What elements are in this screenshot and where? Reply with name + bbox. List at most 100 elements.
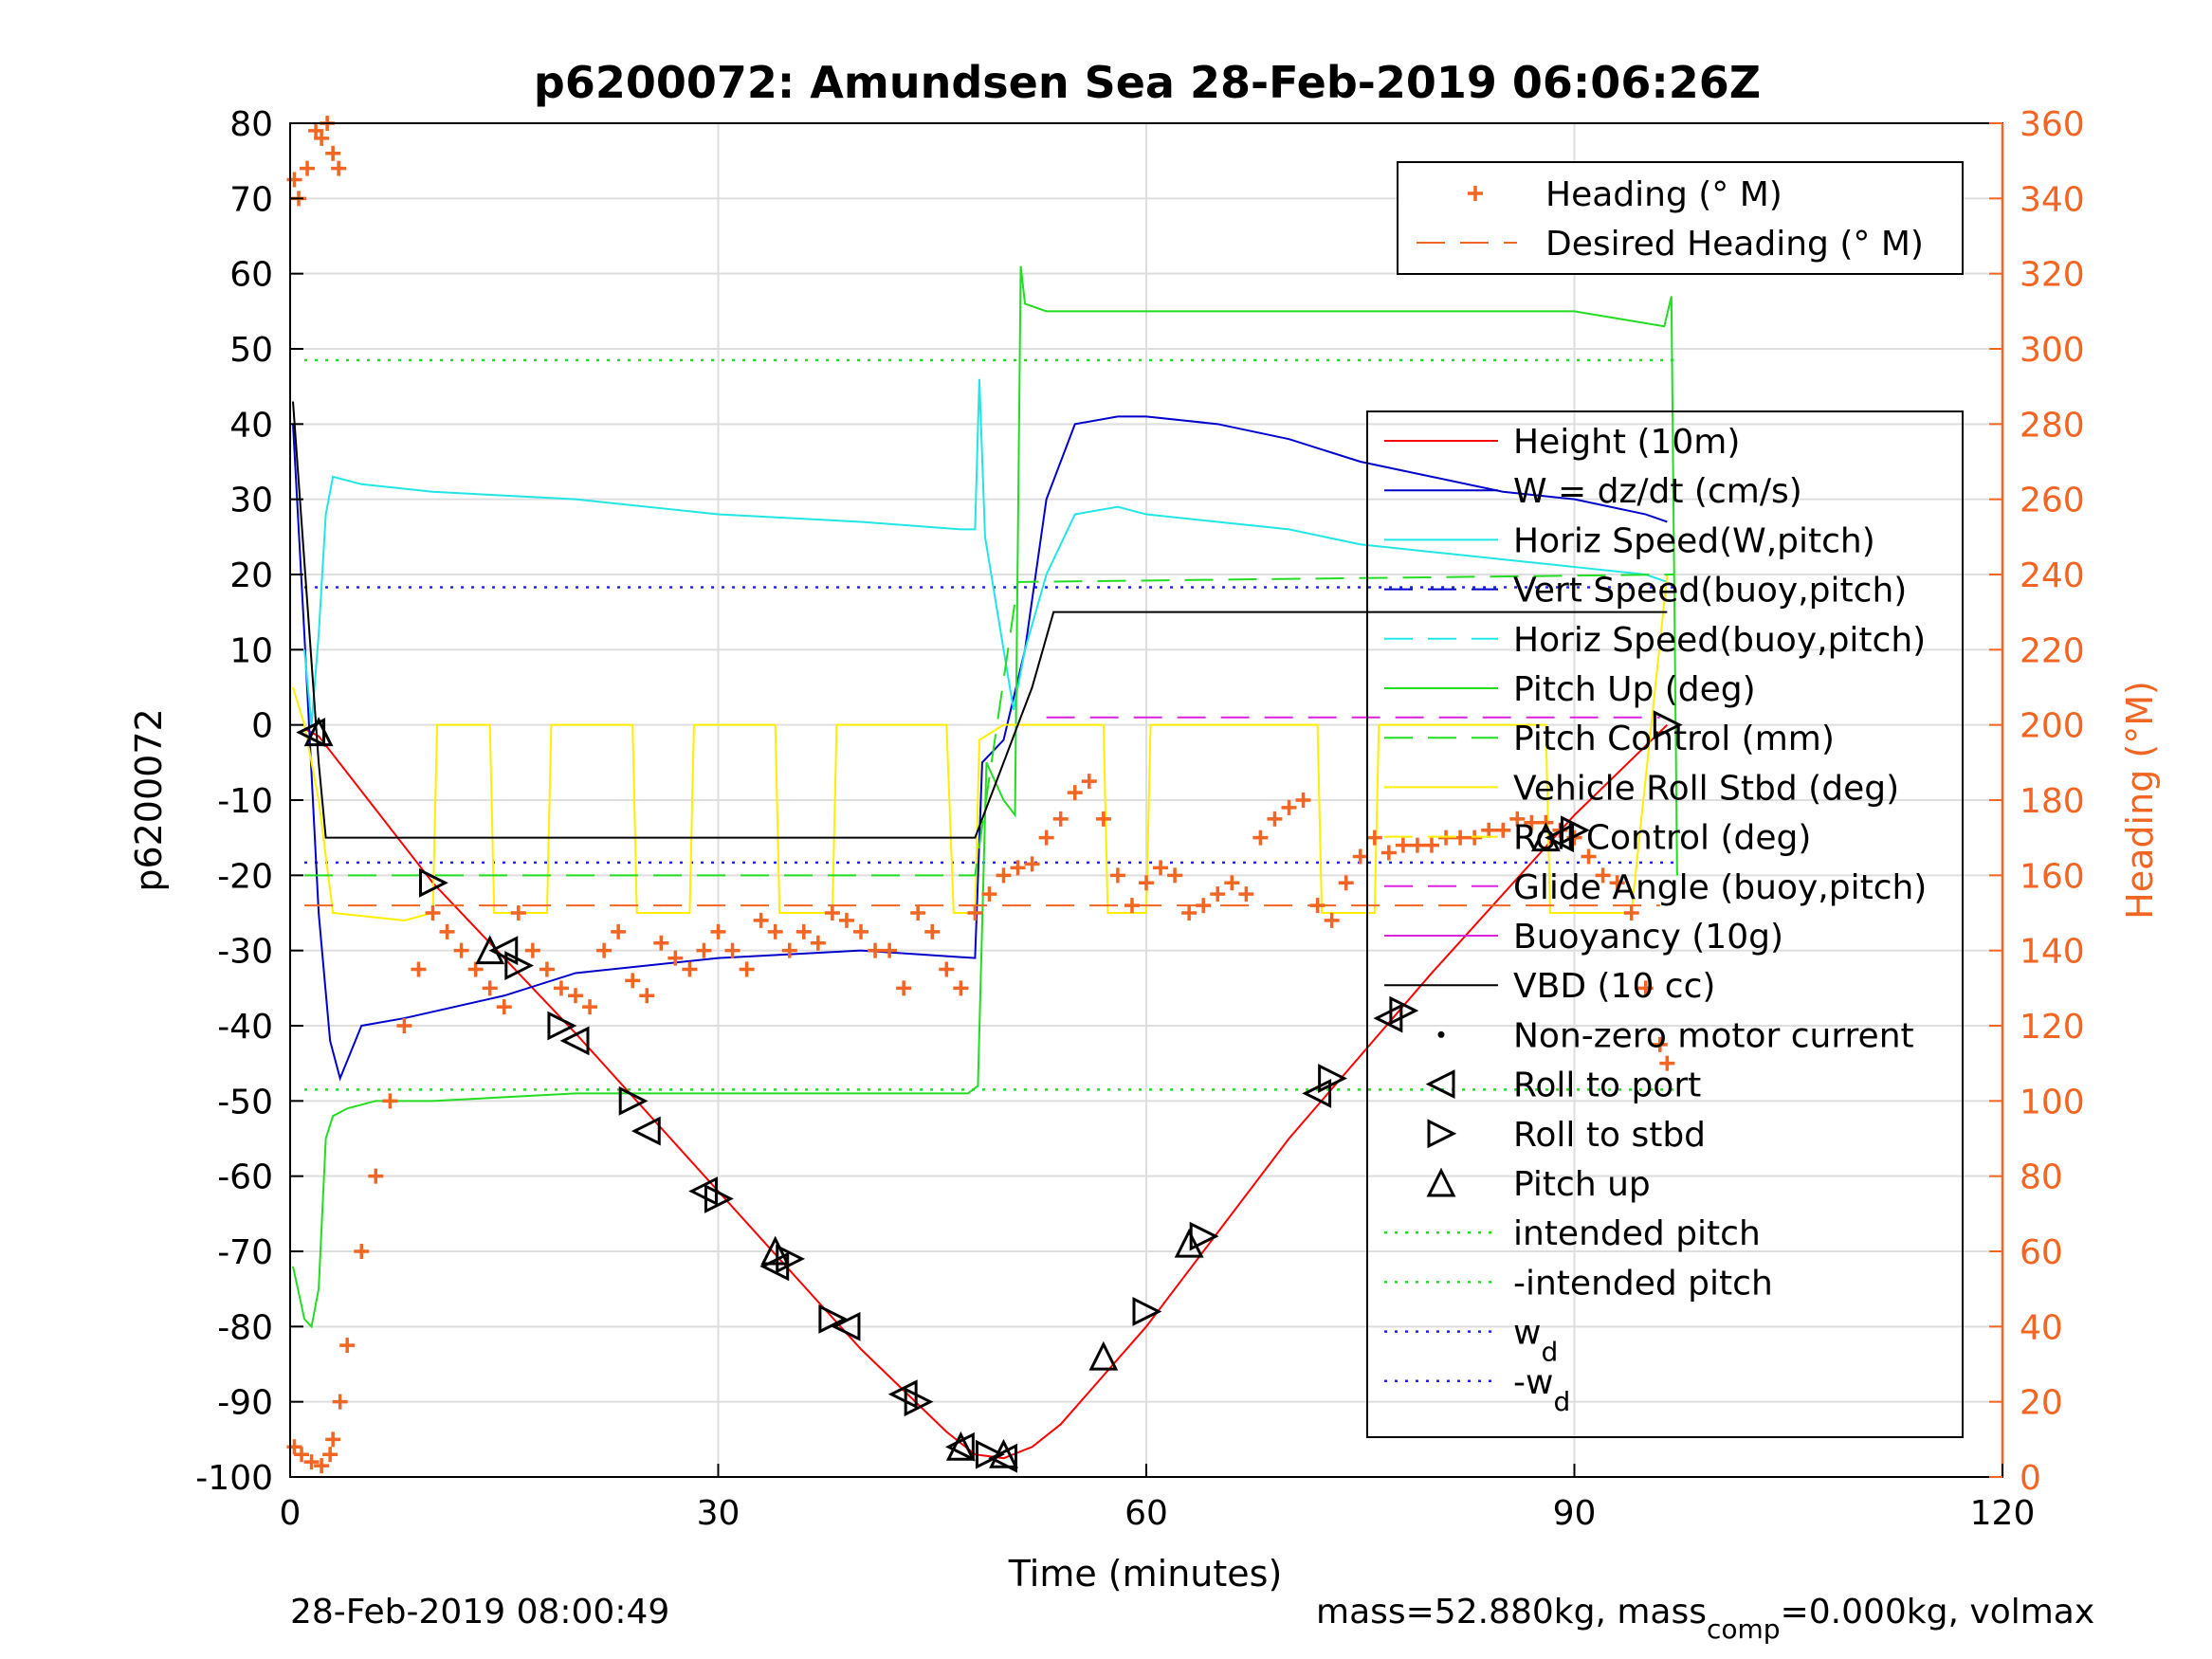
heading-point — [781, 942, 797, 958]
heading-point — [1295, 793, 1311, 808]
y-tick-label--100: -100 — [195, 1459, 273, 1498]
y-tick-label--60: -60 — [217, 1158, 273, 1197]
heading-point — [1024, 856, 1040, 872]
heading-point — [539, 961, 555, 977]
series-heading-m-start — [286, 116, 347, 207]
heading-point — [996, 867, 1012, 884]
y2-tick-label-340: 340 — [2020, 180, 2085, 219]
y-tick-label-50: 50 — [229, 331, 273, 370]
y2-axis-ticks: 3603403203002802602402202001801601401201… — [1989, 105, 2085, 1498]
legend-entry-roll-to-stbd-14: Roll to stbd — [1513, 1116, 1706, 1155]
heading-point — [1324, 912, 1340, 928]
legend-entry-height-10m-0: Height (10m) — [1513, 423, 1740, 462]
footer-timestamp: 28-Feb-2019 08:00:49 — [290, 1593, 669, 1632]
legend-entry-vert-speed-buoy-pitch-3: Vert Speed(buoy,pitch) — [1513, 572, 1907, 611]
heading-point — [753, 912, 769, 928]
y2-tick-label-200: 200 — [2020, 707, 2085, 746]
heading-point — [953, 980, 969, 996]
roll-to-stbd-marker — [904, 1387, 934, 1417]
heading-point — [496, 999, 512, 1015]
legend-subscript: d — [1553, 1386, 1570, 1417]
roll-to-stbd-marker — [975, 1439, 1005, 1469]
heading-point — [303, 1454, 320, 1470]
legend-heading: Heading (° M) Desired Heading (° M) — [1397, 161, 1964, 275]
roll-to-port-marker — [944, 1431, 975, 1462]
x-tick-label-120: 120 — [1970, 1494, 2036, 1533]
heading-point — [1224, 875, 1240, 891]
legend-heading-box — [1397, 161, 1964, 275]
legend-entry-vehicle-roll-stbd-deg-7: Vehicle Roll Stbd (deg) — [1513, 769, 1899, 808]
roll-to-stbd-marker — [1389, 995, 1419, 1026]
heading-point — [425, 905, 441, 921]
heading-point — [1524, 814, 1540, 830]
legend-entry-heading-m: Heading (° M) — [1545, 175, 1782, 214]
pitch-up-marker — [475, 935, 505, 965]
y-tick-label--80: -80 — [217, 1308, 273, 1347]
pitch-up-marker — [945, 1431, 976, 1461]
series-horiz-speed-w-pitch — [303, 378, 1668, 725]
y2-tick-label-180: 180 — [2020, 782, 2085, 821]
y-tick-label-40: 40 — [229, 406, 273, 445]
x-axis-ticks: 0 30 60 90 120 — [280, 1464, 2036, 1533]
roll-to-stbd-marker — [419, 867, 448, 898]
roll-to-stbd-marker — [1132, 1297, 1162, 1326]
heading-point — [824, 905, 840, 921]
legend-entry-pitch-control-mm-6: Pitch Control (mm) — [1513, 720, 1835, 758]
heading-point — [1366, 830, 1382, 846]
heading-point — [1467, 830, 1483, 846]
footer-mass-b: =0.000kg, volmax — [1781, 1593, 2095, 1632]
legend-subscript: d — [1541, 1337, 1558, 1368]
legend-entry-pitch-up-deg-5: Pitch Up (deg) — [1513, 670, 1756, 709]
legend-heading-swatch — [1468, 186, 1483, 201]
heading-point — [294, 1447, 310, 1463]
pitch-up-marker — [303, 717, 334, 747]
heading-point — [568, 988, 583, 1004]
roll-to-port-marker — [631, 1116, 661, 1146]
legend-main: Height (10m) W = dz/dt (cm/s) Horiz Speed(… — [1366, 410, 1964, 1438]
heading-point — [553, 980, 569, 996]
heading-point — [1210, 886, 1226, 902]
y-tick-label--20: -20 — [217, 857, 273, 896]
heading-point — [981, 886, 997, 902]
y-tick-label-30: 30 — [229, 482, 273, 520]
x-axis-label: Time (minutes) — [1008, 1553, 1283, 1595]
heading-point — [810, 935, 826, 951]
series-pitch-up-deg — [292, 265, 1678, 1329]
markers-pitch-up — [303, 717, 1561, 1468]
legend-swatch — [1425, 1069, 1455, 1100]
heading-point — [453, 942, 469, 958]
y-tick-label--40: -40 — [217, 1008, 273, 1047]
x-tick-label-90: 90 — [1553, 1494, 1597, 1533]
legend-entry-roll-to-port-13: Roll to port — [1513, 1066, 1701, 1105]
heading-point — [1659, 1055, 1675, 1071]
y2-tick-label-140: 140 — [2020, 933, 2085, 972]
y2-tick-label-220: 220 — [2020, 631, 2085, 670]
heading-point — [767, 923, 783, 939]
y2-tick-label-20: 20 — [2020, 1384, 2063, 1423]
heading-point — [1495, 822, 1511, 838]
heading-point — [739, 961, 755, 977]
roll-to-stbd-marker — [1561, 815, 1590, 846]
heading-point — [1438, 830, 1454, 846]
heading-point — [1352, 848, 1368, 865]
heading-point — [1109, 867, 1125, 884]
heading-point — [482, 980, 498, 996]
heading-point — [339, 1338, 356, 1354]
x-tick-label-0: 0 — [280, 1494, 302, 1533]
heading-point — [1238, 886, 1254, 902]
heading-point — [510, 905, 526, 921]
y-tick-label-0: 0 — [251, 707, 273, 746]
heading-point — [325, 145, 341, 161]
heading-point — [1124, 898, 1140, 914]
y-tick-label-10: 10 — [229, 631, 273, 670]
heading-point — [1595, 867, 1611, 884]
marker-layer — [296, 710, 1683, 1473]
pitch-up-marker — [1530, 822, 1561, 852]
heading-point — [967, 905, 983, 921]
heading-point — [896, 980, 912, 996]
roll-to-stbd-marker — [547, 1011, 577, 1041]
heading-point — [611, 923, 627, 939]
y2-tick-label-260: 260 — [2020, 482, 2085, 520]
heading-point — [596, 942, 612, 958]
